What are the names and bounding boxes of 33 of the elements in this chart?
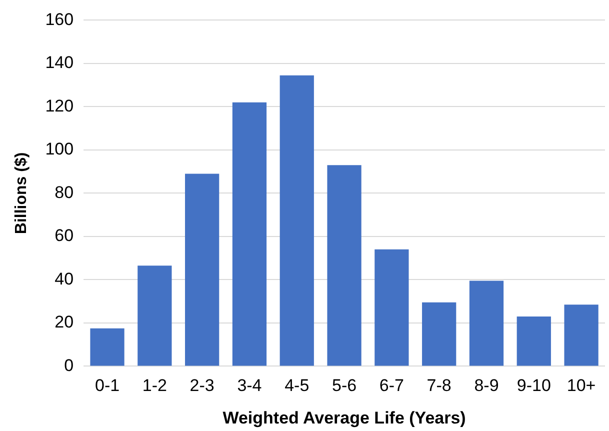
y-tick-label: 60 [54, 226, 74, 246]
bar [185, 174, 220, 366]
x-tick-label: 5-6 [332, 376, 357, 396]
y-tick-label: 40 [54, 269, 74, 288]
x-tick-label: 0-1 [94, 376, 120, 396]
bar [564, 304, 598, 366]
y-axis-title: Billions ($) [13, 152, 30, 234]
bar [138, 266, 172, 366]
x-tick-label: 8-9 [474, 376, 499, 396]
x-tick-label: 4-5 [284, 376, 310, 396]
x-tick-label: 1-2 [142, 376, 167, 396]
x-tick-label: 3-4 [237, 376, 262, 396]
y-tick-label: 100 [45, 140, 74, 159]
bar [374, 249, 409, 366]
x-tick-label: 2-3 [190, 376, 214, 396]
x-axis-title: Weighted Average Life (Years) [222, 408, 466, 428]
bar [90, 328, 124, 366]
x-tick-label: 6-7 [379, 376, 404, 396]
y-tick-label: 160 [45, 10, 74, 29]
y-tick-label: 0 [64, 356, 74, 375]
bar [422, 302, 456, 366]
bar [280, 75, 314, 366]
x-tick-label: 7-8 [426, 376, 452, 396]
x-tick-label: 10+ [566, 376, 596, 396]
bar [327, 165, 362, 366]
x-tick-label: 9-10 [516, 376, 551, 396]
bar [516, 316, 551, 366]
bar [469, 280, 504, 366]
bar [232, 102, 267, 366]
y-tick-label: 120 [45, 96, 74, 116]
y-tick-label: 80 [54, 182, 74, 202]
y-tick-label: 20 [54, 312, 74, 332]
y-tick-label: 140 [45, 53, 74, 72]
